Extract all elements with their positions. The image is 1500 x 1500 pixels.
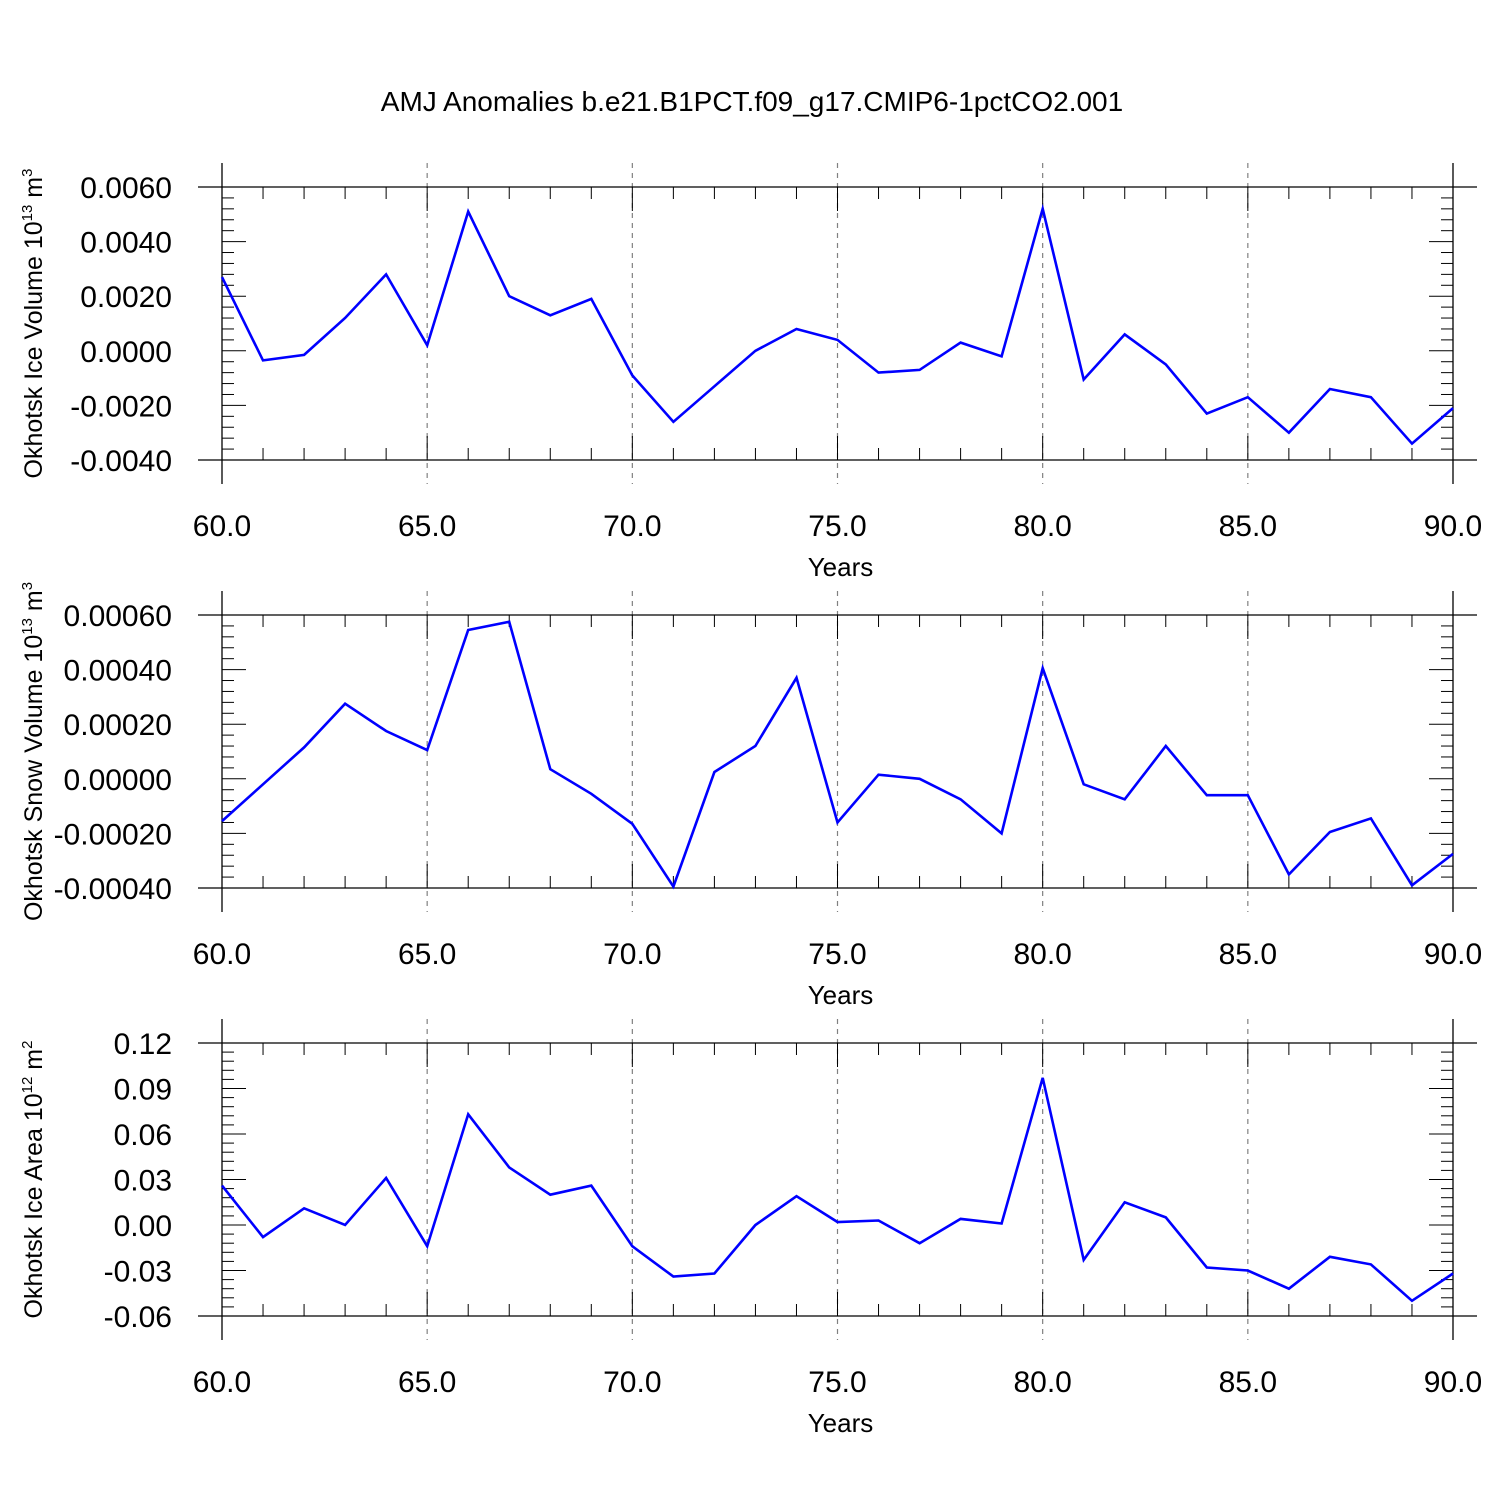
y-label-text: Okhotsk Snow Volume 10 [20, 635, 48, 921]
x-tick-label: 85.0 [1219, 510, 1277, 543]
y-tick-label: -0.00020 [54, 818, 172, 851]
y-label-superscript: 3 [19, 582, 36, 590]
x-tick-label: 60.0 [193, 510, 251, 543]
y-tick-label: 0.00000 [64, 764, 172, 797]
series-line [220, 1077, 1454, 1303]
x-tick-label: 90.0 [1424, 510, 1482, 543]
y-tick-label: 0.00 [114, 1210, 172, 1243]
panel-2: 0.00060 0.00040 0.00020 0.00000 -0.00020 -0.0… [19, 582, 1482, 1010]
series-line [220, 203, 1454, 446]
y-label-superscript: 13 [19, 205, 36, 222]
x-tick-label: 60.0 [193, 938, 251, 971]
x-tick-label: 65.0 [398, 510, 456, 543]
y-label-superscript: 2 [19, 1041, 36, 1049]
x-tick-label: 90.0 [1424, 1366, 1482, 1399]
y-label-text: m [20, 590, 48, 618]
x-tick-label: 70.0 [603, 510, 661, 543]
y-tick-label: 0.00020 [64, 709, 172, 742]
series-line [221, 620, 1454, 890]
y-tick-label: -0.0020 [70, 390, 172, 423]
y-label-text: Okhotsk Ice Volume 10 [20, 221, 48, 478]
y-tick-label: 0.0020 [80, 281, 172, 314]
y-tick-label: 0.03 [114, 1165, 172, 1198]
x-tick-label: 90.0 [1424, 938, 1482, 971]
x-axis-label: Years [808, 980, 874, 1010]
y-tick-label: -0.0040 [70, 445, 172, 478]
x-tick-label: 80.0 [1013, 510, 1071, 543]
x-tick-label: 60.0 [193, 1366, 251, 1399]
x-tick-label: 75.0 [808, 510, 866, 543]
y-axis-label: Okhotsk Snow Volume 1013 m3 [19, 582, 48, 921]
x-tick-label: 80.0 [1013, 1366, 1071, 1399]
panel-3: 0.12 0.09 0.06 0.03 0.00 -0.03 -0.06 60.0 65.0 70… [19, 1019, 1482, 1438]
y-tick-label: 0.09 [114, 1074, 172, 1107]
y-tick-label: 0.12 [114, 1028, 172, 1061]
y-tick-label: 0.0060 [80, 172, 172, 205]
y-label-superscript: 3 [19, 169, 36, 177]
y-tick-label: 0.00060 [64, 600, 172, 633]
y-axis-label: Okhotsk Ice Volume 1013 m3 [19, 169, 48, 479]
x-tick-label: 65.0 [398, 938, 456, 971]
chart-title: AMJ Anomalies b.e21.B1PCT.f09_g17.CMIP6-… [381, 86, 1123, 117]
y-label-text: m [20, 177, 48, 205]
y-label-superscript: 12 [19, 1077, 36, 1094]
x-tick-label: 85.0 [1219, 1366, 1277, 1399]
y-tick-label: -0.06 [104, 1301, 172, 1334]
x-axis-label: Years [808, 1408, 874, 1438]
x-tick-label: 75.0 [808, 938, 866, 971]
panel-1: 0.0060 0.0040 0.0020 0.0000 -0.0020 -0.0040 60… [19, 163, 1482, 582]
y-tick-label: 0.0000 [80, 336, 172, 369]
x-tick-label: 80.0 [1013, 938, 1071, 971]
x-tick-label: 85.0 [1219, 938, 1277, 971]
y-label-text: Okhotsk Ice Area 10 [20, 1093, 48, 1318]
chart-panels: 0.0060 0.0040 0.0020 0.0000 -0.0020 -0.0040 60… [19, 163, 1482, 1438]
x-tick-label: 75.0 [808, 1366, 866, 1399]
y-tick-label: 0.06 [114, 1119, 172, 1152]
y-tick-label: -0.03 [104, 1256, 172, 1289]
x-axis-label: Years [808, 552, 874, 582]
y-tick-label: -0.00040 [54, 873, 172, 906]
y-label-text: m [20, 1049, 48, 1077]
y-label-superscript: 13 [19, 618, 36, 635]
x-tick-label: 65.0 [398, 1366, 456, 1399]
x-tick-label: 70.0 [603, 1366, 661, 1399]
y-axis-label: Okhotsk Ice Area 1012 m2 [19, 1041, 48, 1319]
x-tick-label: 70.0 [603, 938, 661, 971]
y-tick-label: 0.00040 [64, 655, 172, 688]
y-tick-label: 0.0040 [80, 227, 172, 260]
